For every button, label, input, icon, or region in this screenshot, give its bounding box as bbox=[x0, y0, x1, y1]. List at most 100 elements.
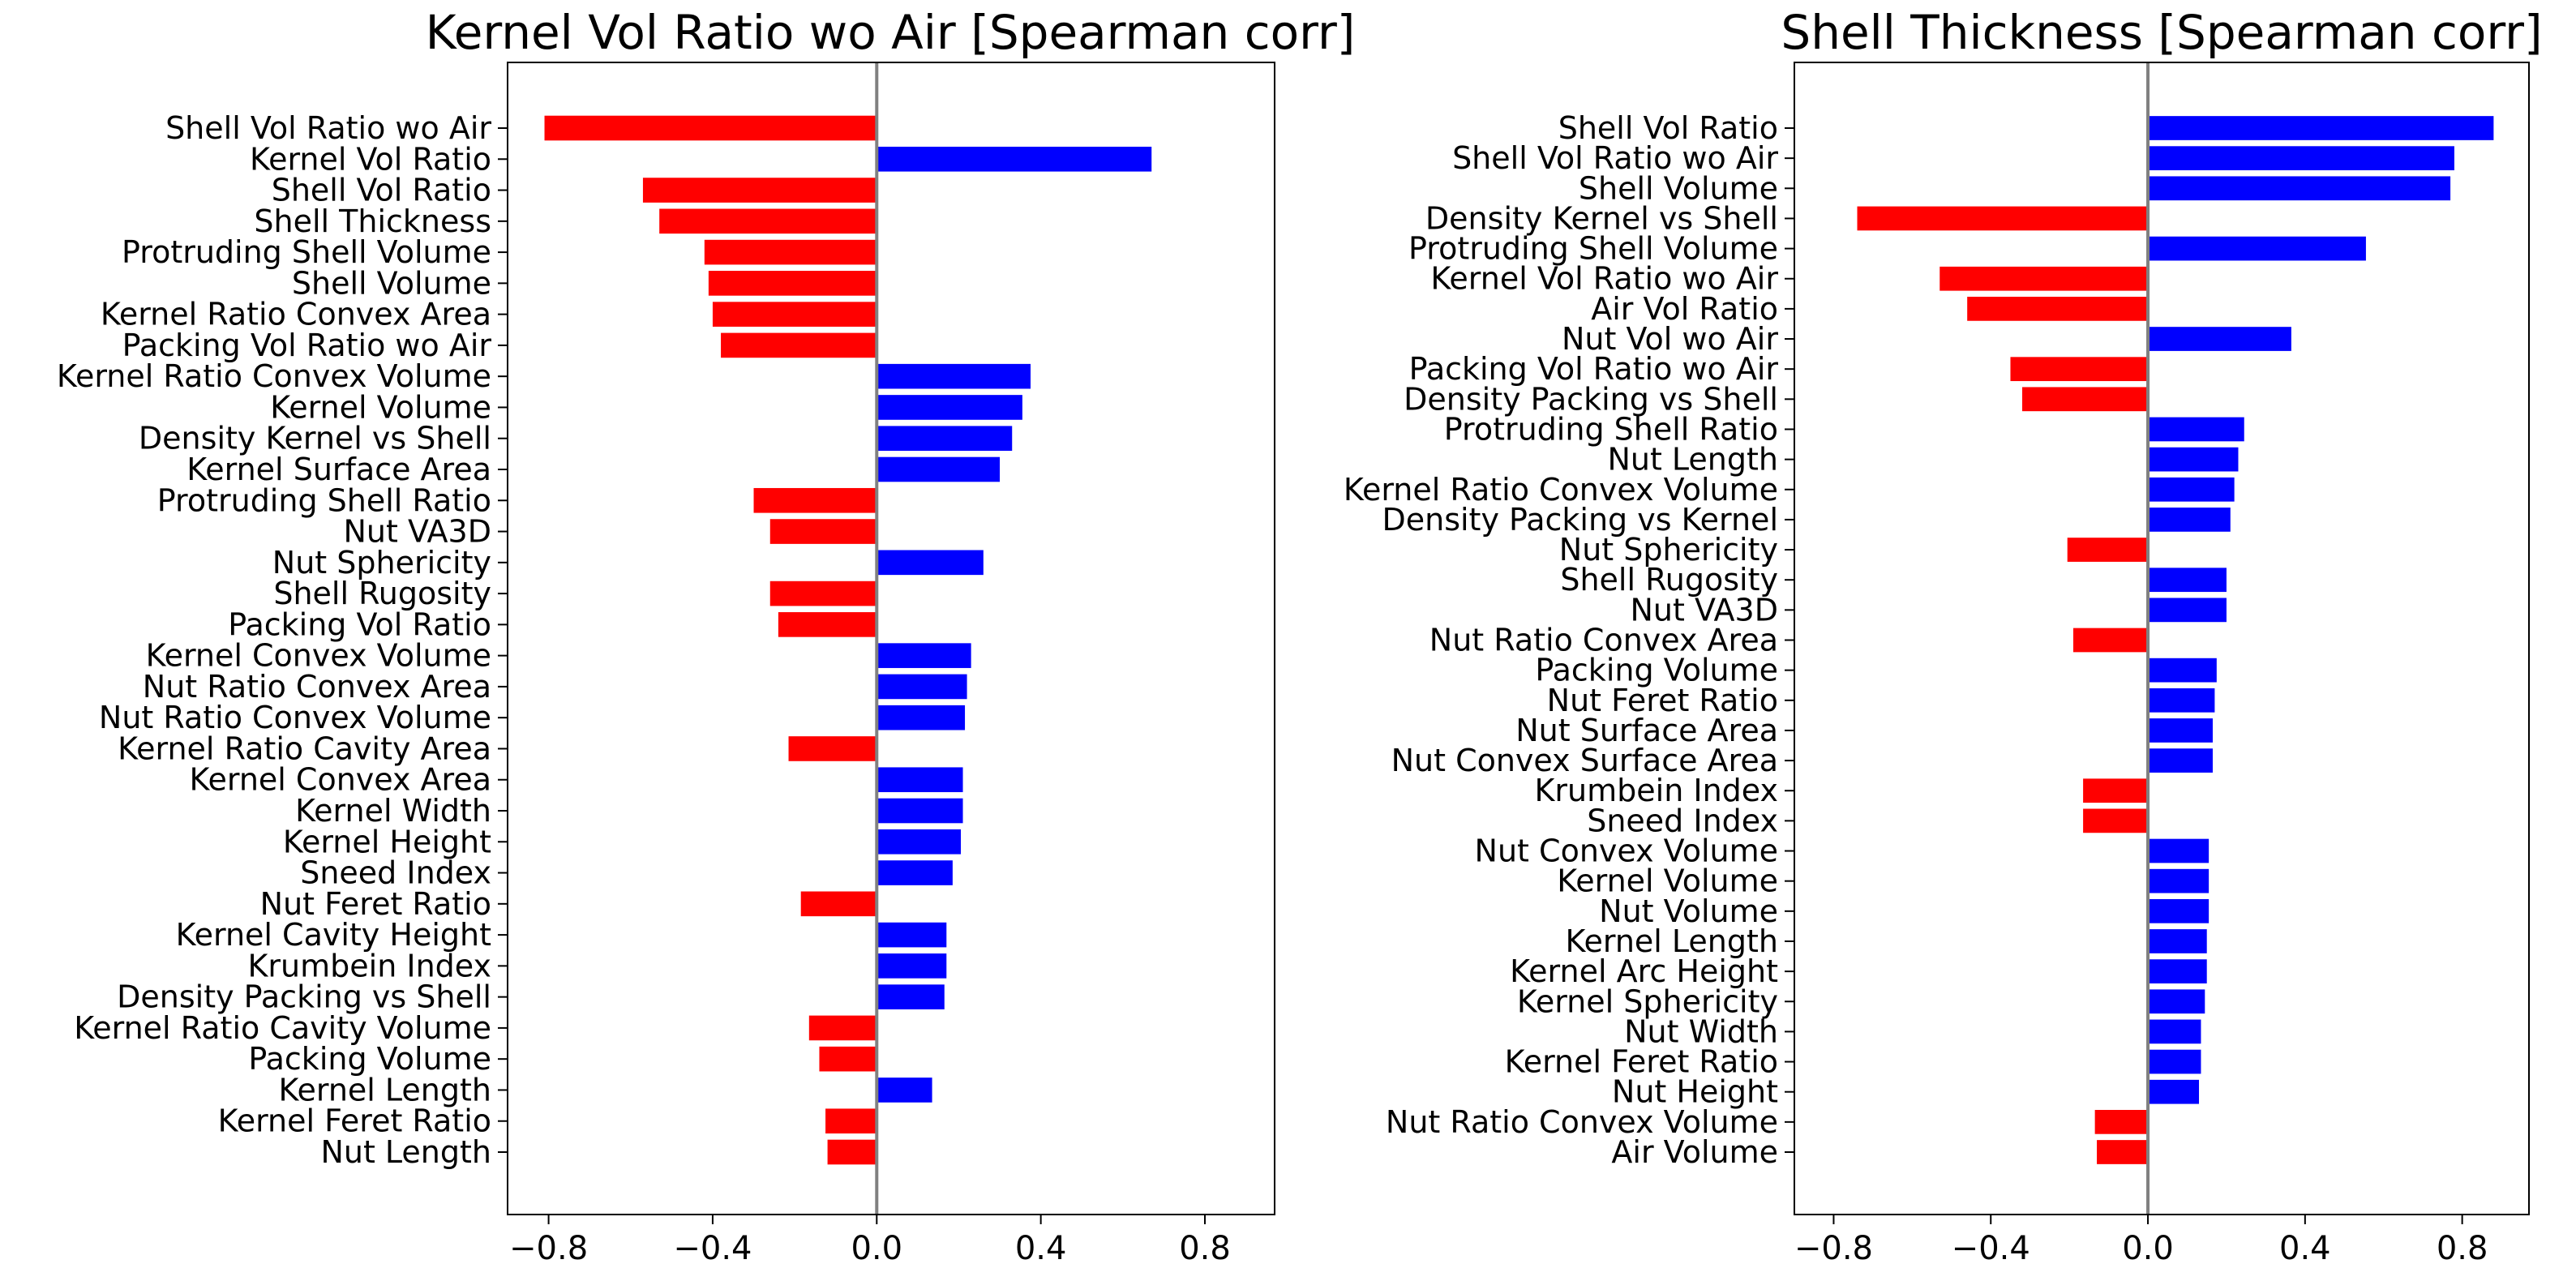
category-label: Kernel Arc Height bbox=[1510, 953, 1778, 989]
bar bbox=[877, 363, 1031, 389]
bar bbox=[2148, 688, 2215, 713]
category-label: Nut Convex Volume bbox=[1475, 833, 1778, 869]
bar bbox=[2148, 959, 2207, 983]
category-label: Kernel Surface Area bbox=[186, 452, 491, 487]
category-label: Kernel Cavity Height bbox=[176, 917, 491, 953]
bar bbox=[2148, 417, 2244, 442]
bar bbox=[1857, 206, 2149, 231]
bar bbox=[659, 208, 877, 234]
bar bbox=[877, 767, 963, 793]
bar bbox=[2148, 146, 2454, 171]
x-tick-label: 0.0 bbox=[2122, 1230, 2174, 1267]
category-label: Protruding Shell Ratio bbox=[1444, 411, 1778, 447]
bar bbox=[800, 891, 877, 917]
plot-frame bbox=[1794, 62, 2530, 1215]
category-label: Kernel Volume bbox=[270, 389, 491, 425]
bar bbox=[877, 426, 1013, 452]
category-label: Density Packing vs Shell bbox=[117, 979, 491, 1015]
category-label: Nut Volume bbox=[1599, 893, 1778, 929]
bar bbox=[721, 332, 877, 358]
bar bbox=[2148, 1019, 2201, 1044]
category-label: Shell Volume bbox=[1579, 170, 1778, 206]
chart-title: Shell Thickness [Spearman corr] bbox=[1781, 5, 2542, 60]
bar bbox=[2148, 989, 2205, 1014]
category-label: Density Kernel vs Shell bbox=[139, 421, 491, 456]
category-label: Shell Vol Ratio bbox=[1558, 110, 1778, 146]
x-tick-label: 0.8 bbox=[2437, 1230, 2488, 1267]
x-axis: −0.8 −0.4 0.0 0.4 0.8 bbox=[1794, 1215, 2488, 1267]
category-label: Nut Ratio Convex Area bbox=[143, 669, 491, 705]
bar bbox=[877, 798, 963, 824]
x-tick-label: 0.0 bbox=[851, 1230, 902, 1267]
x-tick-label: 0.4 bbox=[1015, 1230, 1067, 1267]
plot-frame bbox=[507, 62, 1275, 1215]
bar bbox=[819, 1046, 877, 1072]
category-label: Shell Rugosity bbox=[273, 576, 491, 611]
category-label: Nut Feret Ratio bbox=[1547, 683, 1778, 718]
bar bbox=[778, 612, 877, 637]
bar bbox=[642, 178, 877, 203]
category-label: Air Vol Ratio bbox=[1591, 291, 1778, 327]
category-label: Kernel Length bbox=[278, 1072, 491, 1107]
category-label: Density Kernel vs Shell bbox=[1425, 200, 1778, 236]
category-label: Kernel Length bbox=[1565, 923, 1778, 959]
category-label: Nut Height bbox=[1612, 1074, 1778, 1110]
category-label: Nut Ratio Convex Volume bbox=[1386, 1104, 1778, 1140]
category-label: Nut Width bbox=[1624, 1013, 1778, 1049]
category-label: Nut Vol wo Air bbox=[1562, 321, 1778, 357]
bar bbox=[877, 922, 947, 948]
bar bbox=[877, 860, 953, 885]
category-label: Kernel Height bbox=[283, 824, 491, 859]
bar bbox=[877, 643, 971, 668]
bar bbox=[2097, 1140, 2149, 1164]
bar bbox=[2072, 628, 2149, 653]
category-label: Nut Sphericity bbox=[272, 545, 491, 581]
bar bbox=[827, 1139, 877, 1165]
category-label: Density Packing vs Kernel bbox=[1382, 502, 1778, 538]
bars bbox=[1857, 116, 2494, 1164]
category-label: Krumbein Index bbox=[1535, 773, 1778, 808]
bar bbox=[2148, 236, 2366, 261]
category-label: Nut VA3D bbox=[344, 514, 492, 550]
category-label: Packing Vol Ratio wo Air bbox=[122, 328, 492, 363]
bar bbox=[877, 456, 1001, 482]
category-label: Density Packing vs Shell bbox=[1404, 381, 1778, 417]
bar bbox=[788, 736, 877, 761]
category-label: Kernel Convex Volume bbox=[146, 638, 491, 674]
bar bbox=[2148, 327, 2291, 351]
category-label: Packing Vol Ratio bbox=[228, 606, 491, 642]
bar bbox=[2148, 658, 2217, 683]
category-label: Nut Surface Area bbox=[1515, 713, 1778, 748]
bar bbox=[877, 829, 961, 855]
category-label: Nut Length bbox=[1607, 442, 1778, 478]
bar bbox=[708, 271, 877, 296]
category-label: Sneed Index bbox=[1587, 803, 1778, 838]
category-label: Shell Volume bbox=[292, 265, 491, 301]
category-label: Kernel Sphericity bbox=[1517, 983, 1778, 1019]
bar bbox=[2083, 778, 2149, 803]
bar bbox=[2148, 929, 2207, 953]
category-label: Protruding Shell Volume bbox=[122, 234, 491, 270]
category-label: Shell Thickness bbox=[254, 204, 491, 239]
bar bbox=[825, 1108, 877, 1134]
category-label: Sneed Index bbox=[300, 855, 491, 891]
bar bbox=[544, 115, 877, 141]
category-label: Packing Volume bbox=[1535, 653, 1778, 688]
category-label: Kernel Ratio Convex Volume bbox=[57, 358, 491, 394]
category-label: Kernel Convex Area bbox=[189, 762, 491, 798]
category-label: Krumbein Index bbox=[248, 948, 491, 983]
chart-title: Kernel Vol Ratio wo Air [Spearman corr] bbox=[426, 5, 1356, 60]
category-label: Nut Feret Ratio bbox=[260, 886, 491, 922]
category-label: Shell Vol Ratio wo Air bbox=[165, 110, 491, 146]
x-tick-label: −0.8 bbox=[1794, 1230, 1873, 1267]
bar bbox=[2148, 598, 2227, 623]
chart-panel-kernel-vol-ratio-wo-air: Kernel Vol Ratio wo Air [Spearman corr] … bbox=[57, 5, 1356, 1267]
category-label: Nut Ratio Convex Volume bbox=[99, 700, 491, 735]
bar bbox=[877, 984, 945, 1009]
bar bbox=[1967, 297, 2149, 321]
category-label: Shell Vol Ratio bbox=[272, 173, 491, 208]
bar bbox=[808, 1015, 877, 1041]
